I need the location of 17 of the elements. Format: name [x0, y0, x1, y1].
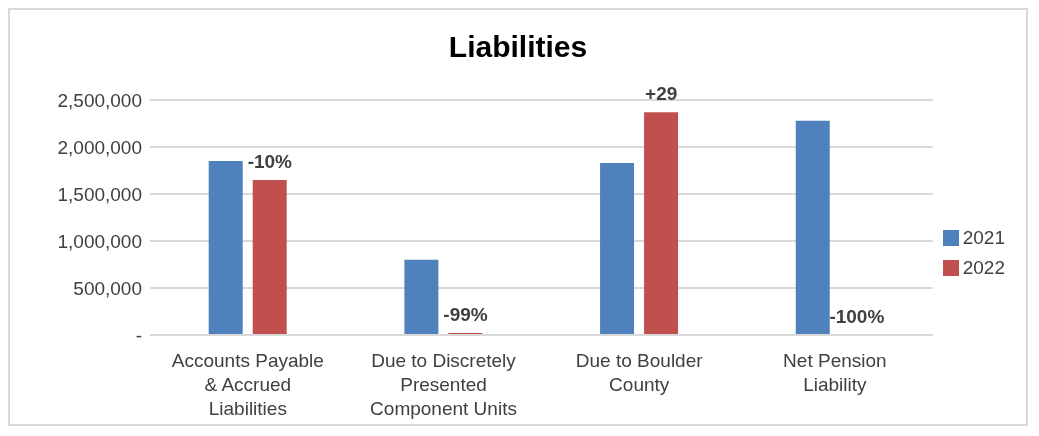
- annotation: -100%: [829, 306, 885, 327]
- y-tick-label: 2,500,000: [57, 89, 142, 111]
- x-tick-label: Accounts Payable & Accrued Liabilities: [171, 350, 324, 419]
- annotation: +29: [645, 83, 678, 105]
- y-tick-label: -: [135, 324, 142, 346]
- x-tick-label: Due to Boulder County: [575, 350, 704, 395]
- legend-label: 2021: [962, 226, 1005, 248]
- chart-title: Liabilities: [447, 30, 589, 64]
- y-tick-label: 2,000,000: [57, 136, 142, 158]
- x-tick-label: Due to Discretely Presented Component Units: [370, 350, 517, 419]
- x-tick-label: Net Pension Liability: [783, 350, 887, 395]
- annotation: -99%: [443, 304, 488, 326]
- y-tick-label: 1,500,000: [57, 183, 142, 205]
- y-tick-label: 500,000: [73, 277, 142, 299]
- y-tick-label: 1,000,000: [57, 230, 142, 252]
- annotation: -10%: [247, 150, 293, 172]
- legend-label: 2022: [962, 256, 1005, 278]
